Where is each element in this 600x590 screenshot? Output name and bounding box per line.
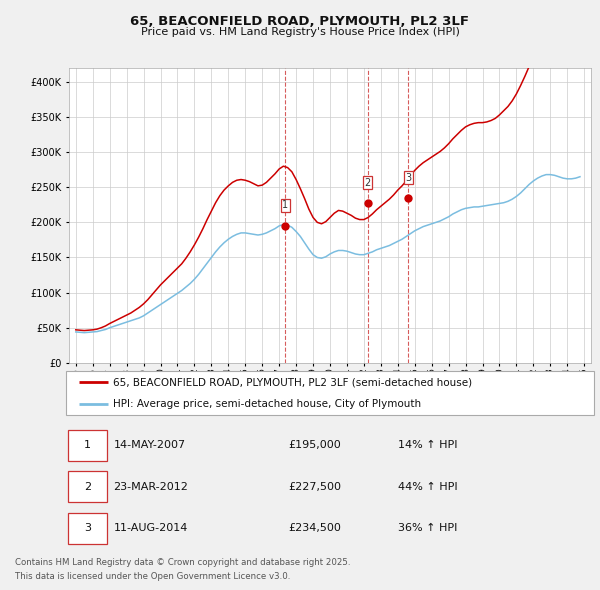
Text: 23-MAR-2012: 23-MAR-2012 bbox=[113, 482, 188, 491]
Text: £234,500: £234,500 bbox=[288, 523, 341, 533]
Text: 65, BEACONFIELD ROAD, PLYMOUTH, PL2 3LF: 65, BEACONFIELD ROAD, PLYMOUTH, PL2 3LF bbox=[131, 15, 470, 28]
Text: £195,000: £195,000 bbox=[288, 440, 341, 450]
Text: 44% ↑ HPI: 44% ↑ HPI bbox=[398, 482, 457, 491]
Text: Price paid vs. HM Land Registry's House Price Index (HPI): Price paid vs. HM Land Registry's House … bbox=[140, 27, 460, 37]
FancyBboxPatch shape bbox=[68, 513, 107, 544]
Text: This data is licensed under the Open Government Licence v3.0.: This data is licensed under the Open Gov… bbox=[15, 572, 290, 581]
Text: 2: 2 bbox=[365, 178, 371, 188]
Text: 14% ↑ HPI: 14% ↑ HPI bbox=[398, 440, 457, 450]
Text: HPI: Average price, semi-detached house, City of Plymouth: HPI: Average price, semi-detached house,… bbox=[113, 398, 421, 408]
FancyBboxPatch shape bbox=[67, 371, 593, 415]
Text: 1: 1 bbox=[283, 201, 289, 211]
Text: Contains HM Land Registry data © Crown copyright and database right 2025.: Contains HM Land Registry data © Crown c… bbox=[15, 558, 350, 566]
Text: 1: 1 bbox=[84, 440, 91, 450]
Text: 36% ↑ HPI: 36% ↑ HPI bbox=[398, 523, 457, 533]
FancyBboxPatch shape bbox=[68, 430, 107, 461]
Text: £227,500: £227,500 bbox=[288, 482, 341, 491]
Text: 3: 3 bbox=[405, 173, 411, 183]
Text: 65, BEACONFIELD ROAD, PLYMOUTH, PL2 3LF (semi-detached house): 65, BEACONFIELD ROAD, PLYMOUTH, PL2 3LF … bbox=[113, 378, 472, 388]
Text: 11-AUG-2014: 11-AUG-2014 bbox=[113, 523, 188, 533]
Text: 2: 2 bbox=[84, 482, 91, 491]
Text: 3: 3 bbox=[84, 523, 91, 533]
FancyBboxPatch shape bbox=[68, 471, 107, 502]
Text: 14-MAY-2007: 14-MAY-2007 bbox=[113, 440, 185, 450]
